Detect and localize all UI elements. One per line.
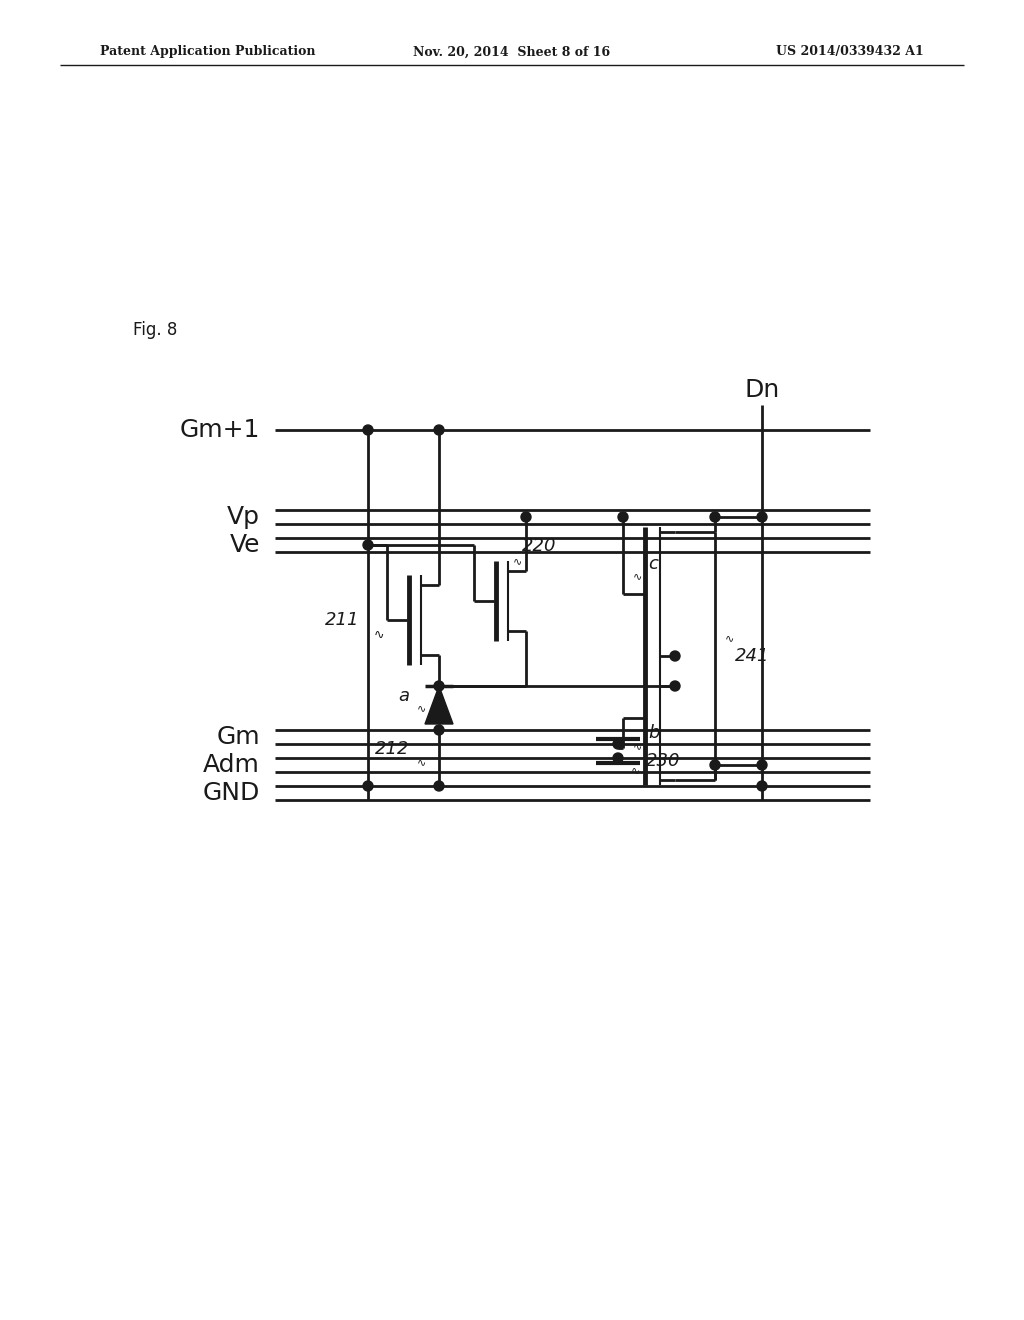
Circle shape bbox=[757, 760, 767, 770]
Text: Patent Application Publication: Patent Application Publication bbox=[100, 45, 315, 58]
Text: ∿: ∿ bbox=[512, 556, 521, 566]
Text: Dn: Dn bbox=[744, 378, 779, 403]
Circle shape bbox=[613, 739, 623, 748]
Text: Vp: Vp bbox=[227, 506, 260, 529]
Circle shape bbox=[757, 781, 767, 791]
Circle shape bbox=[362, 781, 373, 791]
Text: ∿: ∿ bbox=[632, 766, 641, 775]
Circle shape bbox=[613, 752, 623, 763]
Text: ∿: ∿ bbox=[725, 634, 734, 643]
Circle shape bbox=[618, 512, 628, 521]
Text: b: b bbox=[648, 723, 659, 742]
Circle shape bbox=[521, 512, 531, 521]
Text: ∿: ∿ bbox=[417, 704, 426, 713]
Circle shape bbox=[670, 681, 680, 690]
Circle shape bbox=[710, 512, 720, 521]
Text: Fig. 8: Fig. 8 bbox=[133, 321, 177, 339]
Circle shape bbox=[434, 681, 444, 690]
Text: ∿: ∿ bbox=[633, 572, 643, 581]
Circle shape bbox=[434, 425, 444, 436]
Text: Nov. 20, 2014  Sheet 8 of 16: Nov. 20, 2014 Sheet 8 of 16 bbox=[414, 45, 610, 58]
Text: 241: 241 bbox=[735, 647, 769, 665]
Text: 220: 220 bbox=[522, 537, 556, 554]
Circle shape bbox=[670, 651, 680, 661]
Text: Gm+1: Gm+1 bbox=[179, 418, 260, 442]
Text: a: a bbox=[398, 686, 409, 705]
Text: US 2014/0339432 A1: US 2014/0339432 A1 bbox=[776, 45, 924, 58]
Text: Ve: Ve bbox=[229, 533, 260, 557]
Circle shape bbox=[757, 512, 767, 521]
Circle shape bbox=[434, 725, 444, 735]
Text: 211: 211 bbox=[325, 611, 359, 630]
Text: c: c bbox=[648, 554, 657, 573]
Text: 230: 230 bbox=[646, 752, 681, 770]
Circle shape bbox=[362, 540, 373, 550]
Circle shape bbox=[710, 760, 720, 770]
Circle shape bbox=[434, 781, 444, 791]
Text: GND: GND bbox=[203, 781, 260, 805]
Text: Adm: Adm bbox=[203, 752, 260, 777]
Text: ∿: ∿ bbox=[633, 741, 643, 751]
Polygon shape bbox=[425, 686, 453, 723]
Text: Gm: Gm bbox=[216, 725, 260, 748]
Text: 212: 212 bbox=[375, 741, 409, 758]
Circle shape bbox=[362, 425, 373, 436]
Text: ∿: ∿ bbox=[417, 756, 426, 767]
Text: ∿: ∿ bbox=[374, 628, 384, 642]
